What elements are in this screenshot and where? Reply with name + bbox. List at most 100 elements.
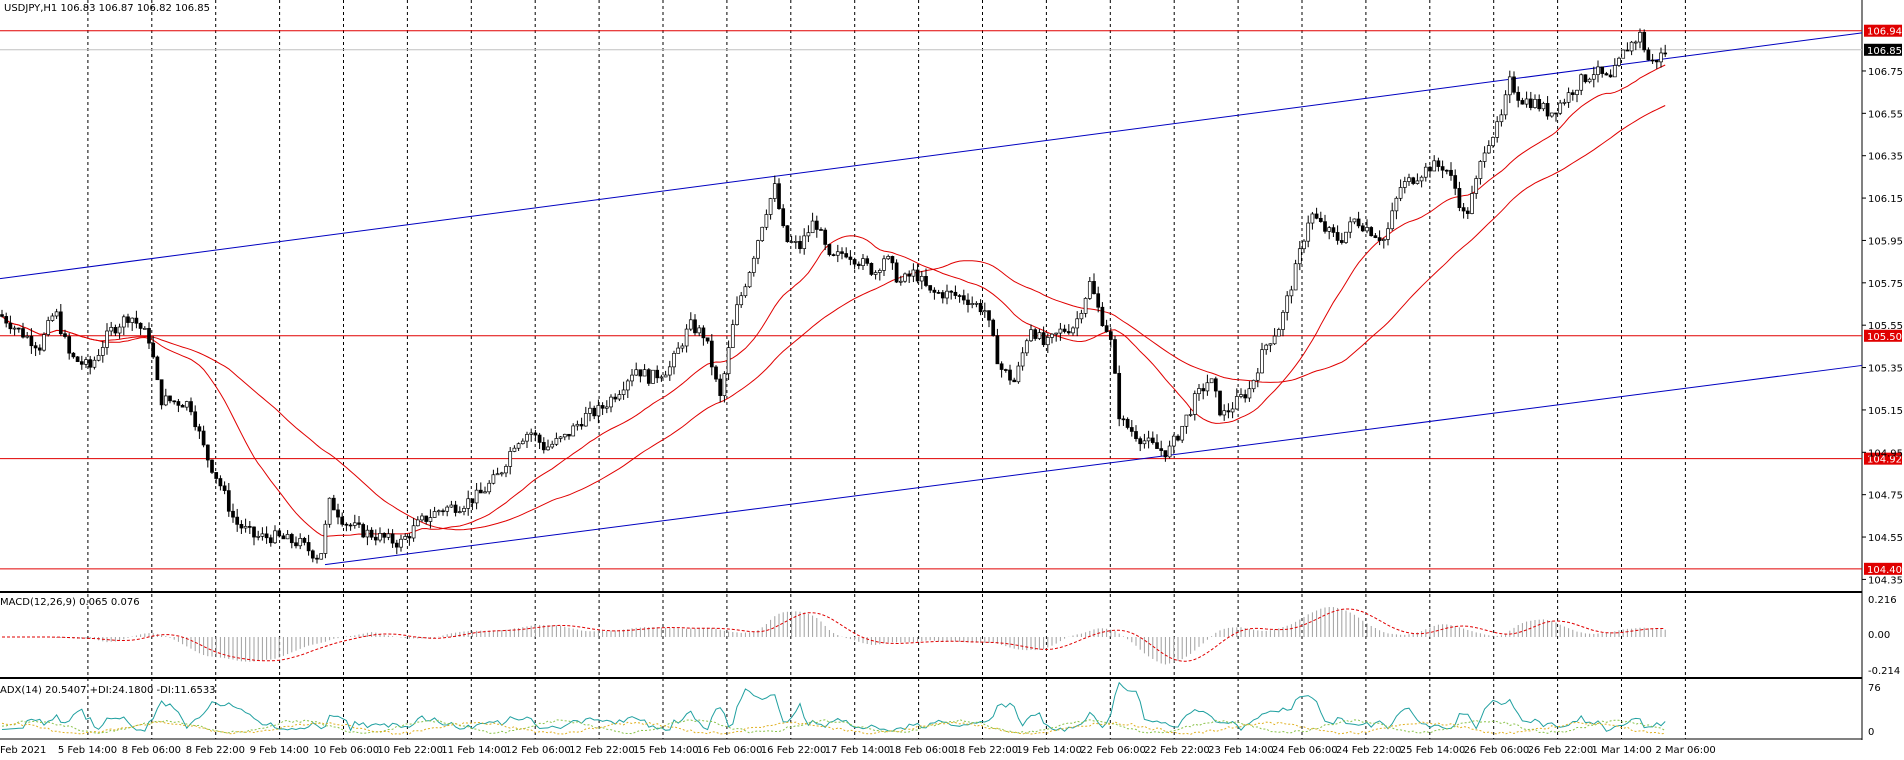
x-tick-label: 22 Feb 22:00: [1144, 745, 1210, 756]
candle-body: [151, 342, 156, 358]
ma-slow: [1, 105, 1666, 531]
macd-tick-label: 0.216: [1868, 595, 1897, 606]
y-tick-label: 104.75: [1868, 491, 1903, 502]
candle-body: [898, 280, 903, 283]
candle-body: [1155, 442, 1159, 449]
x-tick-label: Feb 2021: [0, 745, 46, 756]
candle-body: [1302, 240, 1306, 250]
candle-body: [1037, 332, 1042, 339]
y-tick-label: 105.95: [1868, 236, 1903, 247]
candle-body: [428, 517, 433, 522]
candle-body: [1113, 339, 1117, 374]
candle-body: [735, 304, 739, 325]
candle-body: [155, 356, 160, 381]
candle-body: [247, 526, 252, 528]
candle-body: [756, 240, 760, 259]
candle-body: [634, 369, 639, 376]
candle-body: [453, 504, 458, 513]
candle-body: [243, 526, 248, 529]
candle-body: [1268, 343, 1273, 346]
candle-body: [550, 443, 555, 448]
candle-body: [1533, 98, 1537, 108]
candle-body: [697, 327, 702, 334]
candle-body: [33, 345, 38, 349]
candle-body: [966, 299, 970, 305]
candle-body: [365, 529, 370, 538]
candle-body: [1478, 161, 1483, 179]
candle-body: [915, 269, 920, 282]
x-tick-label: 24 Feb 22:00: [1336, 745, 1402, 756]
candle-body: [1096, 293, 1101, 308]
candle-body: [134, 317, 139, 324]
candle-body: [882, 258, 886, 271]
candle-body: [1293, 263, 1298, 291]
candle-body: [382, 532, 387, 538]
candle-body: [1306, 222, 1311, 242]
candle-body: [936, 292, 941, 294]
candle-body: [1150, 437, 1155, 443]
level-label: 105.50: [1867, 332, 1902, 343]
candle-body: [1218, 390, 1222, 416]
candle-body: [1545, 103, 1550, 117]
candle-body: [848, 256, 853, 260]
main-header: USDJPY,H1 106.83 106.87 106.82 106.85: [4, 3, 210, 14]
candle-body: [277, 530, 282, 537]
x-tick-label: 16 Feb 06:00: [697, 745, 763, 756]
candle-body: [1163, 450, 1168, 458]
x-tick-label: 10 Feb 22:00: [377, 745, 443, 756]
y-tick-label: 106.15: [1868, 194, 1903, 205]
candle-body: [79, 361, 84, 365]
candle-body: [810, 220, 815, 234]
candle-body: [483, 491, 487, 494]
level-label-bg: [1864, 329, 1902, 342]
candle-body: [1625, 49, 1630, 52]
candle-body: [819, 229, 823, 231]
candle-body: [512, 447, 517, 452]
candle-body: [974, 302, 979, 305]
candle-body: [1222, 410, 1227, 416]
candle-body: [226, 490, 231, 512]
candle-body: [676, 347, 681, 354]
candle-body: [1566, 92, 1571, 103]
candle-body: [361, 524, 366, 538]
candle-body: [1373, 235, 1378, 238]
candle-body: [1230, 408, 1235, 413]
adx-tick-label: 0: [1868, 727, 1874, 738]
candle-body: [1008, 369, 1012, 381]
candle-body: [0, 314, 4, 317]
candle-body: [546, 446, 550, 451]
candle-body: [856, 263, 861, 266]
candle-body: [730, 324, 735, 348]
candle-body: [1121, 418, 1126, 421]
candle-body: [1629, 41, 1634, 52]
candle-body: [180, 405, 185, 408]
candle-body: [1104, 325, 1109, 332]
candle-body: [1369, 227, 1374, 237]
candle-body: [403, 536, 408, 540]
candle-body: [613, 396, 618, 400]
candle-body: [924, 276, 928, 286]
x-tick-label: 25 Feb 14:00: [1400, 745, 1466, 756]
candle-body: [1537, 98, 1542, 110]
candle-body: [1066, 331, 1071, 334]
candle-body: [449, 504, 454, 508]
level-label-bg: [1864, 24, 1902, 37]
candle-body: [1176, 435, 1180, 441]
candle-body: [630, 374, 634, 382]
candle-body: [58, 311, 63, 335]
x-tick-label: 18 Feb 22:00: [953, 745, 1019, 756]
candle-body: [138, 322, 143, 329]
candle-body: [722, 373, 727, 396]
candle-body: [1436, 160, 1441, 167]
candle-body: [352, 522, 357, 526]
candle-body: [1142, 440, 1147, 445]
candle-body: [29, 335, 34, 347]
candle-body: [495, 473, 500, 476]
candle-body: [709, 340, 714, 368]
candle-body: [693, 319, 697, 334]
x-tick-label: 10 Feb 06:00: [314, 745, 380, 756]
candle-body: [1377, 237, 1382, 241]
candle-body: [327, 497, 332, 525]
candle-body: [1314, 213, 1319, 219]
candle-body: [1642, 31, 1647, 51]
